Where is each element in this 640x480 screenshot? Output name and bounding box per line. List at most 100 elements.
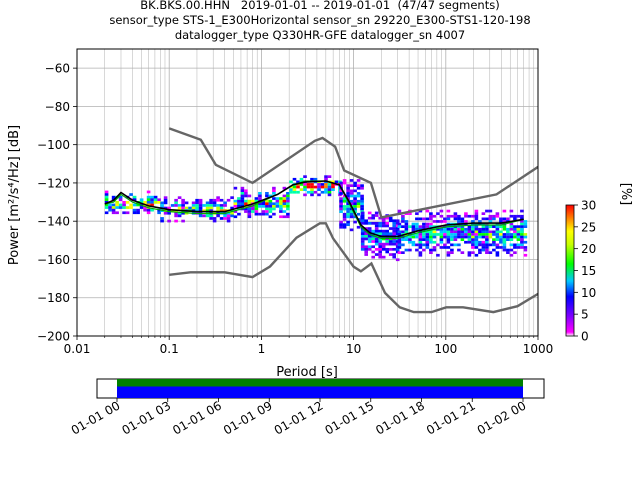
- heatmap-cell: [499, 222, 503, 226]
- heatmap-cell: [198, 214, 203, 218]
- heatmap-cell: [516, 235, 521, 239]
- heatmap-cell: [279, 207, 283, 211]
- heatmap-cell: [233, 186, 238, 190]
- heatmap-cell: [485, 246, 489, 249]
- heatmap-cell: [397, 251, 402, 254]
- heatmap-cell: [356, 225, 361, 229]
- heatmap-cell: [520, 246, 524, 249]
- heatmap-cell: [471, 246, 475, 249]
- heatmap-cell: [474, 214, 479, 218]
- nhnm-curve: [168, 127, 538, 219]
- heatmap-cell: [513, 246, 517, 249]
- heatmap-cell: [104, 198, 109, 202]
- heatmap-cell: [327, 188, 332, 191]
- heatmap-cell: [181, 201, 185, 205]
- heatmap-cell: [392, 248, 396, 251]
- heatmap-cell: [374, 222, 379, 225]
- heatmap-cell: [146, 211, 151, 215]
- heatmap-cell: [247, 215, 252, 219]
- heatmap-cell: [429, 248, 433, 252]
- heatmap-cell: [385, 232, 389, 236]
- heatmap-cell: [360, 222, 365, 225]
- heatmap-cell: [247, 212, 252, 216]
- heatmap-cell: [233, 210, 238, 213]
- heatmap-cell: [520, 220, 524, 223]
- heatmap-cell: [506, 251, 510, 254]
- heatmap-cell: [342, 207, 347, 211]
- heatmap-cell: [371, 235, 375, 238]
- heatmap-cell: [474, 212, 479, 215]
- heatmap-cell: [244, 189, 248, 193]
- heatmap-cell: [381, 224, 386, 228]
- heatmap-cell: [346, 220, 350, 224]
- heatmap-cell: [429, 233, 433, 236]
- heatmap-cell: [146, 201, 151, 204]
- heatmap-cell: [443, 235, 447, 239]
- heatmap-cell: [237, 199, 241, 203]
- heatmap-cell: [364, 250, 368, 254]
- heatmap-cell: [254, 199, 259, 203]
- heatmap-cell: [450, 248, 454, 252]
- heatmap-cell: [378, 253, 382, 256]
- heatmap-cell: [502, 240, 507, 244]
- heatmap-cell: [464, 220, 468, 223]
- heatmap-cell: [418, 240, 423, 244]
- heatmap-cell: [160, 217, 164, 220]
- heatmap-cell: [523, 233, 528, 236]
- heatmap-cell: [492, 225, 496, 228]
- heatmap-cell: [212, 198, 217, 202]
- heatmap-cell: [254, 207, 259, 211]
- heatmap-cell: [385, 216, 389, 220]
- heatmap-cell: [513, 243, 517, 247]
- heatmap-cell: [279, 205, 283, 208]
- heatmap-cell: [485, 233, 489, 236]
- heatmap-cell: [457, 248, 461, 252]
- heatmap-cell: [378, 240, 382, 243]
- heatmap-cell: [422, 225, 426, 228]
- heatmap-cell: [450, 214, 454, 218]
- heatmap-cell: [339, 197, 343, 200]
- heatmap-cell: [418, 233, 423, 236]
- heatmap-cell: [425, 230, 430, 234]
- heatmap-cell: [230, 206, 234, 210]
- heatmap-cell: [422, 243, 426, 247]
- heatmap-cell: [286, 202, 290, 206]
- heatmap-cell: [115, 203, 119, 207]
- heatmap-cell: [415, 212, 419, 215]
- colorbar-label: [%]: [618, 183, 633, 206]
- heatmap-cell: [129, 206, 133, 209]
- heatmap-cell: [397, 233, 402, 236]
- heatmap-cell: [464, 233, 468, 236]
- heatmap-cell: [474, 222, 479, 226]
- heatmap-cell: [118, 195, 123, 199]
- heatmap-cell: [499, 233, 503, 236]
- heatmap-cell: [360, 184, 364, 187]
- heatmap-cell: [506, 235, 510, 239]
- heatmap-cell: [353, 210, 357, 213]
- heatmap-cell: [471, 220, 475, 223]
- heatmap-cell: [439, 238, 444, 241]
- heatmap-cell: [177, 204, 182, 207]
- heatmap-cell: [429, 240, 433, 244]
- heatmap-cell: [146, 203, 151, 207]
- heatmap-cell: [339, 189, 343, 193]
- heatmap-cell: [219, 217, 224, 220]
- heatmap-cell: [292, 177, 297, 181]
- heatmap-cell: [313, 177, 318, 181]
- heatmap-cell: [429, 225, 433, 228]
- heatmap-cell: [378, 229, 382, 233]
- heatmap-cell: [415, 235, 419, 239]
- heatmap-cell: [371, 229, 375, 233]
- y-tick-label: −140: [37, 215, 70, 229]
- heatmap-cell: [425, 240, 430, 244]
- heatmap-cell: [474, 230, 479, 234]
- heatmap-cell: [258, 205, 262, 208]
- heatmap-cell: [506, 233, 510, 236]
- heatmap-cell: [464, 214, 468, 218]
- heatmap-cell: [395, 248, 400, 251]
- heatmap-cell: [115, 206, 119, 209]
- heatmap-cell: [467, 227, 472, 231]
- heatmap-cell: [401, 251, 405, 254]
- heatmap-cell: [125, 211, 130, 215]
- heatmap-cell: [404, 222, 409, 226]
